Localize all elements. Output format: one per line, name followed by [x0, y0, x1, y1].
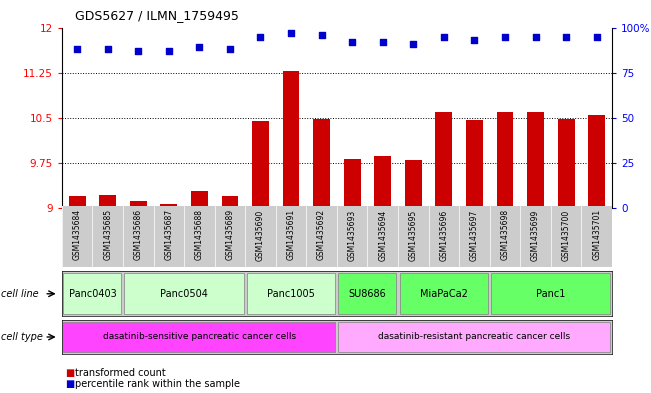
Text: GSM1435687: GSM1435687 — [164, 209, 173, 261]
Bar — [589, 115, 605, 208]
Text: MiaPaCa2: MiaPaCa2 — [420, 289, 468, 299]
Text: Panc0403: Panc0403 — [68, 289, 117, 299]
Text: GSM1435684: GSM1435684 — [73, 209, 81, 261]
Point — [347, 39, 357, 45]
Bar — [400, 274, 488, 314]
Text: dasatinib-resistant pancreatic cancer cells: dasatinib-resistant pancreatic cancer ce… — [378, 332, 570, 342]
Text: cell line: cell line — [1, 289, 38, 299]
Point — [255, 33, 266, 40]
Bar — [130, 201, 146, 208]
Bar — [374, 156, 391, 208]
Bar — [191, 191, 208, 208]
Bar — [124, 274, 243, 314]
Bar — [69, 196, 85, 208]
Text: ■: ■ — [65, 367, 74, 378]
Bar — [558, 119, 574, 208]
Bar — [339, 322, 611, 352]
Text: GSM1435686: GSM1435686 — [133, 209, 143, 261]
Text: GSM1435688: GSM1435688 — [195, 209, 204, 261]
Point — [439, 33, 449, 40]
Point — [102, 46, 113, 52]
Text: ■: ■ — [65, 379, 74, 389]
Bar — [247, 274, 335, 314]
Text: GSM1435690: GSM1435690 — [256, 209, 265, 261]
Point — [316, 31, 327, 38]
Text: SU8686: SU8686 — [348, 289, 386, 299]
Text: cell type: cell type — [1, 332, 42, 342]
Bar — [497, 112, 514, 208]
Bar — [339, 274, 396, 314]
Bar — [63, 274, 122, 314]
Point — [469, 37, 480, 43]
Point — [133, 48, 143, 54]
Text: Panc0504: Panc0504 — [160, 289, 208, 299]
Bar — [492, 274, 611, 314]
Text: GSM1435692: GSM1435692 — [317, 209, 326, 261]
Text: GSM1435699: GSM1435699 — [531, 209, 540, 261]
Text: GSM1435685: GSM1435685 — [104, 209, 112, 261]
Point — [286, 30, 296, 36]
Bar — [436, 112, 452, 208]
Bar — [160, 204, 177, 208]
Bar — [252, 121, 269, 208]
Point — [225, 46, 235, 52]
Text: GSM1435691: GSM1435691 — [286, 209, 296, 261]
Text: percentile rank within the sample: percentile rank within the sample — [75, 379, 240, 389]
Bar — [313, 119, 330, 208]
Text: GDS5627 / ILMN_1759495: GDS5627 / ILMN_1759495 — [75, 9, 239, 22]
Point — [592, 33, 602, 40]
Text: transformed count: transformed count — [75, 367, 165, 378]
Point — [561, 33, 572, 40]
Text: GSM1435697: GSM1435697 — [470, 209, 479, 261]
Point — [194, 44, 204, 51]
Point — [378, 39, 388, 45]
Text: GSM1435694: GSM1435694 — [378, 209, 387, 261]
Bar — [221, 196, 238, 208]
Bar — [405, 160, 422, 208]
Point — [408, 40, 419, 47]
Bar — [283, 71, 299, 208]
Text: GSM1435689: GSM1435689 — [225, 209, 234, 261]
Bar — [63, 322, 335, 352]
Point — [531, 33, 541, 40]
Bar — [100, 195, 116, 208]
Text: dasatinib-sensitive pancreatic cancer cells: dasatinib-sensitive pancreatic cancer ce… — [103, 332, 296, 342]
Point — [500, 33, 510, 40]
Text: GSM1435698: GSM1435698 — [501, 209, 510, 261]
Text: Panc1005: Panc1005 — [267, 289, 315, 299]
Text: GSM1435695: GSM1435695 — [409, 209, 418, 261]
Text: GSM1435693: GSM1435693 — [348, 209, 357, 261]
Bar — [527, 112, 544, 208]
Text: Panc1: Panc1 — [536, 289, 566, 299]
Text: GSM1435700: GSM1435700 — [562, 209, 570, 261]
Bar — [466, 120, 483, 208]
Point — [163, 48, 174, 54]
Text: GSM1435696: GSM1435696 — [439, 209, 449, 261]
Bar — [344, 159, 361, 208]
Text: GSM1435701: GSM1435701 — [592, 209, 601, 261]
Point — [72, 46, 82, 52]
